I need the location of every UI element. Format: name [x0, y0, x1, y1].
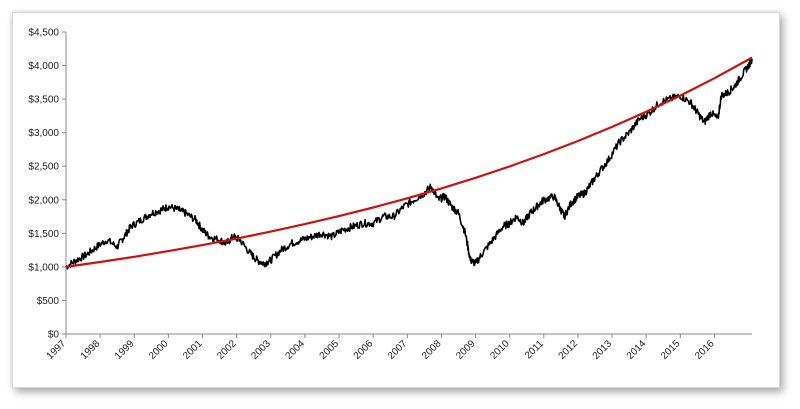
x-tick-label: 2012	[557, 338, 581, 362]
x-tick-label: 2003	[249, 338, 273, 362]
x-tick-label: 2016	[693, 338, 717, 362]
x-tick-label: 1999	[113, 338, 137, 362]
x-tick-label: 2013	[591, 338, 615, 362]
y-tick-label: $2,500	[28, 162, 59, 173]
x-tick-label: 2014	[625, 338, 649, 362]
x-tick-label: 2006	[352, 338, 376, 362]
y-tick-label: $3,500	[28, 95, 59, 106]
series-line-index	[65, 57, 753, 270]
x-tick-label: 1998	[79, 338, 103, 362]
x-tick-label: 2010	[488, 338, 512, 362]
x-tick-label: 2007	[386, 338, 410, 362]
x-tick-label: 2011	[523, 338, 546, 361]
x-tick-label: 2008	[420, 338, 444, 362]
series-line-trend	[65, 56, 753, 268]
y-tick-label: $0	[48, 330, 60, 341]
y-tick-label: $2,000	[28, 195, 59, 206]
x-tick-label: 2015	[659, 338, 683, 362]
y-tick-label: $1,000	[28, 262, 59, 273]
y-tick-label: $3,000	[28, 128, 59, 139]
x-tick-label: 2001	[181, 338, 205, 362]
chart-frame	[12, 12, 780, 388]
y-tick-label: $4,000	[28, 61, 59, 72]
x-tick-label: 1997	[45, 338, 69, 362]
y-tick-label: $4,500	[28, 28, 59, 39]
y-tick-label: $500	[37, 296, 60, 307]
x-tick-label: 2005	[318, 338, 342, 362]
x-tick-label: 2000	[147, 338, 171, 362]
x-tick-label: 2004	[284, 338, 308, 362]
y-tick-label: $1,500	[28, 229, 59, 240]
x-tick-label: 2002	[215, 338, 239, 362]
x-tick-label: 2009	[454, 338, 478, 362]
